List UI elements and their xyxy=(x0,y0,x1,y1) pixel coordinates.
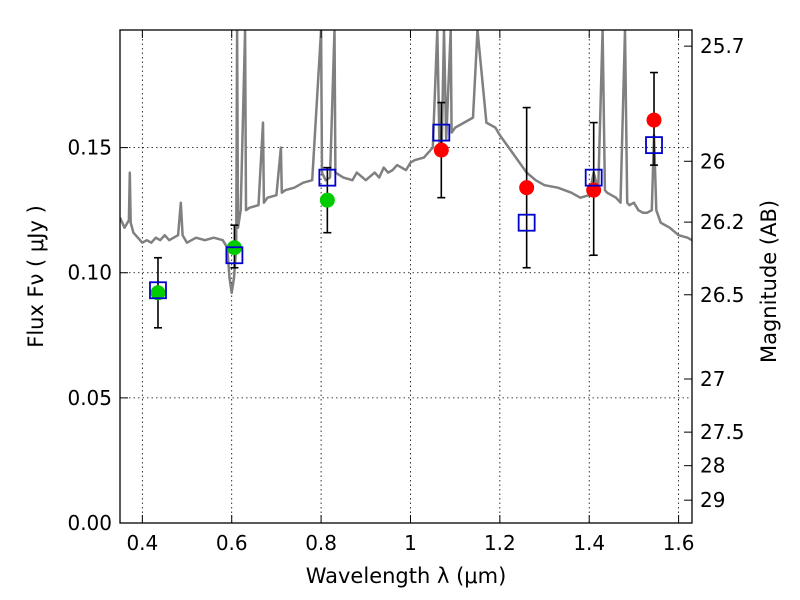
observed-flux-point xyxy=(519,180,535,196)
magnitude-tick-label: 26.5 xyxy=(700,283,745,307)
model-flux-square xyxy=(645,136,663,155)
magnitude-tick-label: 26 xyxy=(700,149,725,173)
axis-ticks xyxy=(120,30,692,524)
plot-frame xyxy=(119,29,693,524)
x-tick-label: 1 xyxy=(404,531,417,555)
magnitude-tick-label: 27 xyxy=(700,367,725,391)
y-tick-label: 0.05 xyxy=(67,386,112,410)
spectrum-layer xyxy=(120,30,692,295)
y-tick-label: 0.10 xyxy=(67,261,112,285)
observed-flux-point xyxy=(646,112,662,128)
model-flux-square xyxy=(318,168,337,187)
model-flux-square xyxy=(432,123,451,142)
x-axis-label: Wavelength λ (μm) xyxy=(306,564,507,588)
y-tick-label: 0.00 xyxy=(67,511,112,535)
observed-point-layer xyxy=(150,112,662,301)
model-flux-square xyxy=(517,213,536,232)
y-axis-label: Flux Fν ( μJy ) xyxy=(24,205,48,348)
magnitude-axis-label: Magnitude (AB) xyxy=(757,200,781,363)
x-tick-label: 0.8 xyxy=(305,531,337,555)
magnitude-tick-label: 28 xyxy=(700,454,725,478)
model-square-layer xyxy=(149,123,663,300)
magnitude-tick-label: 27.5 xyxy=(700,420,745,444)
x-tick-labels: 0.4 0.6 0.8 1 1.2 1.4 1.6 xyxy=(126,531,694,555)
model-flux-square xyxy=(584,168,603,187)
x-tick-label: 1.2 xyxy=(484,531,516,555)
x-tick-label: 0.6 xyxy=(216,531,248,555)
x-tick-label: 0.4 xyxy=(126,531,158,555)
magnitude-tick-label: 29 xyxy=(700,488,725,512)
x-tick-label: 1.6 xyxy=(663,531,695,555)
magnitude-tick-label: 25.7 xyxy=(700,34,745,58)
observed-flux-point xyxy=(433,142,449,158)
magnitude-tick-labels: 25.7 26 26.2 26.5 27 27.5 28 29 xyxy=(700,34,745,512)
model-flux-square xyxy=(225,246,244,265)
observed-flux-point xyxy=(150,285,166,301)
observed-flux-point xyxy=(319,192,335,208)
grid-lines xyxy=(120,30,692,523)
y-tick-label: 0.15 xyxy=(67,136,112,160)
magnitude-tick-label: 26.2 xyxy=(700,210,745,234)
model-flux-square xyxy=(149,281,167,300)
error-bar-layer xyxy=(153,71,659,329)
spectrum-line xyxy=(120,30,692,295)
y-tick-labels: 0.00 0.05 0.10 0.15 xyxy=(67,136,112,535)
x-tick-label: 1.4 xyxy=(573,531,605,555)
